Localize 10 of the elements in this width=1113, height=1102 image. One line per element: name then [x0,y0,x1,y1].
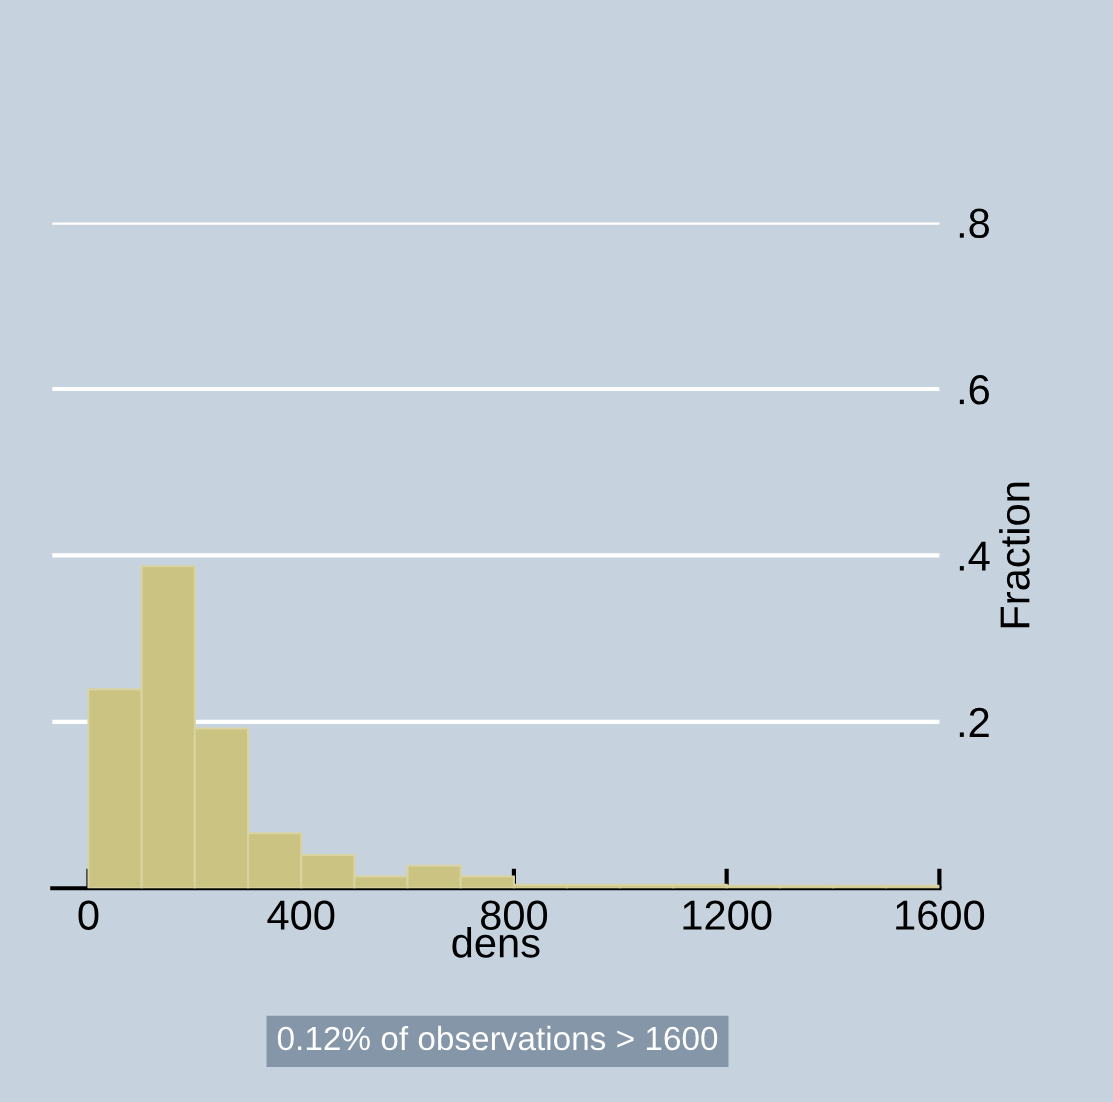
y-axis-title: Fraction [999,482,1030,628]
y-tick-label: .6 [959,375,989,405]
y-tick-label: .8 [959,208,989,239]
y-tick-label: .4 [959,541,990,571]
text: 0.12% of observations > 1600 [277,1025,718,1051]
y-tick-label: .2 [959,707,989,737]
x-tick-label: 400 [267,900,335,930]
x-tick-label: 0 [78,900,99,930]
x-tick-label: 1600 [896,900,985,930]
x-tick-label: 1200 [683,900,772,930]
